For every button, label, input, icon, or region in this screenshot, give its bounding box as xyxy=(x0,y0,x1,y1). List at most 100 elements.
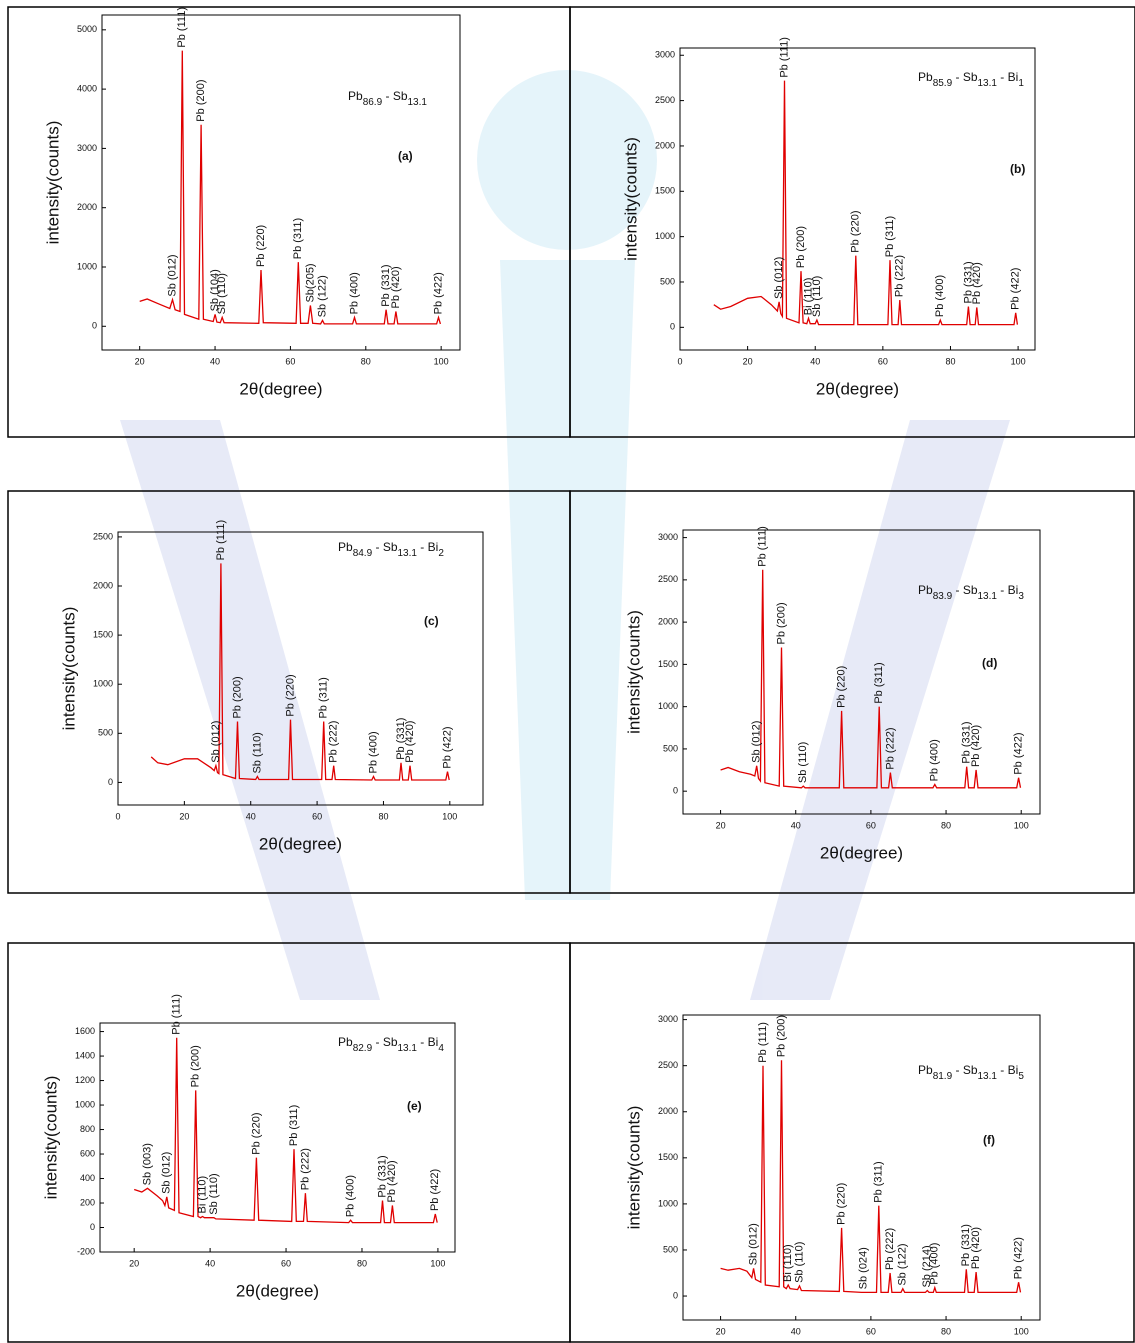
y-tick-label: 500 xyxy=(98,728,113,738)
figure: 20406080100010002000300040005000Sb (012)… xyxy=(0,0,1135,1343)
y-axis-label: intensity(counts) xyxy=(59,607,78,731)
peak-label: Pb (422) xyxy=(441,726,453,768)
y-tick-label: 0 xyxy=(92,321,97,331)
y-tick-label: 800 xyxy=(80,1124,95,1134)
y-tick-label: 1400 xyxy=(75,1050,95,1060)
peak-label: Pb (111) xyxy=(171,994,183,1035)
composition: Pb84.9 - Sb13.1 - Bi2 xyxy=(338,540,444,559)
x-tick-label: 40 xyxy=(791,820,801,830)
plot-frame xyxy=(100,1023,455,1252)
peak-label: Sb (012) xyxy=(161,1152,173,1194)
x-tick-label: 20 xyxy=(716,820,726,830)
x-axis-label: 2θ(degree) xyxy=(820,843,903,862)
x-tick-label: 100 xyxy=(1014,820,1029,830)
y-tick-label: 400 xyxy=(80,1173,95,1183)
x-axis-label: 2θ(degree) xyxy=(236,1281,319,1300)
peak-label: Sb (110) xyxy=(208,1173,220,1214)
peak-label: Pb (200) xyxy=(775,602,787,644)
peak-label: Sb (110) xyxy=(811,276,823,317)
peak-label: Pb (200) xyxy=(775,1015,787,1057)
peak-label: Sb (110) xyxy=(216,273,228,314)
y-tick-label: 2000 xyxy=(658,617,678,627)
y-tick-label: 2000 xyxy=(77,202,97,212)
peak-label: Pb (200) xyxy=(195,79,207,121)
y-tick-label: 3000 xyxy=(655,50,675,60)
peak-label: Pb (420) xyxy=(404,721,416,763)
x-tick-label: 100 xyxy=(434,356,449,366)
y-tick-label: 1500 xyxy=(655,186,675,196)
peak-label: Pb (111) xyxy=(757,526,769,567)
y-tick-label: 1500 xyxy=(93,629,113,639)
peak-label: Pb (420) xyxy=(390,266,402,308)
y-tick-label: 1000 xyxy=(658,701,678,711)
y-tick-label: 3000 xyxy=(658,1014,678,1024)
y-axis-label: intensity(counts) xyxy=(43,121,62,245)
y-tick-label: 2500 xyxy=(655,95,675,105)
x-axis-label: 2θ(degree) xyxy=(259,834,342,853)
composition: Pb86.9 - Sb13.1 xyxy=(348,89,427,108)
peak-label: Pb (400) xyxy=(367,731,379,773)
x-tick-label: 60 xyxy=(281,1258,291,1268)
peak-label: Sb (012) xyxy=(751,721,763,763)
y-tick-label: 1200 xyxy=(75,1075,95,1085)
peak-label: Pb (220) xyxy=(835,1183,847,1225)
y-axis-label: intensity(counts) xyxy=(624,1106,643,1230)
peak-label: Pb (422) xyxy=(432,272,444,314)
y-tick-label: 500 xyxy=(663,1244,678,1254)
panel-label: (a) xyxy=(398,149,413,163)
peak-label: Pb (200) xyxy=(190,1045,202,1087)
x-tick-label: 20 xyxy=(135,356,145,366)
x-tick-label: 80 xyxy=(941,1326,951,1336)
panel-border xyxy=(570,943,1134,1342)
x-tick-label: 40 xyxy=(791,1326,801,1336)
x-tick-label: 100 xyxy=(442,811,457,821)
panel-label: (c) xyxy=(424,614,439,628)
panel-label: (e) xyxy=(407,1099,422,1113)
peak-label: Pb (422) xyxy=(1010,268,1022,310)
y-tick-label: 2000 xyxy=(93,580,113,590)
peak-label: Pb (422) xyxy=(429,1169,441,1211)
peak-label: Pb (111) xyxy=(215,520,227,561)
x-tick-label: 60 xyxy=(866,1326,876,1336)
y-tick-label: 200 xyxy=(80,1197,95,1207)
x-tick-label: 40 xyxy=(810,356,820,366)
peak-label: Sb (110) xyxy=(797,742,809,783)
y-tick-label: 1000 xyxy=(658,1198,678,1208)
x-tick-label: 0 xyxy=(677,356,682,366)
y-tick-label: 0 xyxy=(108,777,113,787)
x-tick-label: 80 xyxy=(361,356,371,366)
x-tick-label: 100 xyxy=(1014,1326,1029,1336)
peak-label: Pb (400) xyxy=(934,275,946,317)
peak-label: Pb (311) xyxy=(884,216,896,257)
peak-label: Sb (122) xyxy=(897,1243,909,1285)
panel-label: (b) xyxy=(1010,162,1025,176)
x-tick-label: 80 xyxy=(941,820,951,830)
y-tick-label: 3000 xyxy=(658,532,678,542)
peak-label: Pb (420) xyxy=(386,1160,398,1202)
y-tick-label: 1500 xyxy=(658,1152,678,1162)
x-tick-label: 100 xyxy=(1011,356,1026,366)
y-tick-label: -200 xyxy=(77,1246,95,1256)
y-tick-label: 1500 xyxy=(658,659,678,669)
y-tick-label: 2500 xyxy=(658,1060,678,1070)
panel-label: (d) xyxy=(982,656,997,670)
peak-label: Pb (311) xyxy=(292,218,304,259)
panel-label: (f) xyxy=(983,1133,995,1147)
peak-label: Sb (122) xyxy=(316,275,328,317)
composition: Pb82.9 - Sb13.1 - Bi4 xyxy=(338,1035,444,1054)
x-axis-label: 2θ(degree) xyxy=(816,379,899,398)
y-tick-label: 2500 xyxy=(658,574,678,584)
peak-label: Pb (222) xyxy=(894,255,906,297)
peak-label: Pb (111) xyxy=(778,37,790,78)
y-tick-label: 2000 xyxy=(655,140,675,150)
composition: Pb81.9 - Sb13.1 - Bi5 xyxy=(918,1063,1024,1082)
peak-label: Pb (111) xyxy=(176,7,188,48)
x-tick-label: 100 xyxy=(430,1258,445,1268)
peak-label: Sb (110) xyxy=(793,1242,805,1283)
y-tick-label: 500 xyxy=(663,743,678,753)
peak-label: Pb (222) xyxy=(884,727,896,769)
y-tick-label: 5000 xyxy=(77,24,97,34)
panel: 020406080100050010001500200025003000Sb (… xyxy=(570,7,1135,437)
peak-label: Pb (220) xyxy=(835,666,847,708)
